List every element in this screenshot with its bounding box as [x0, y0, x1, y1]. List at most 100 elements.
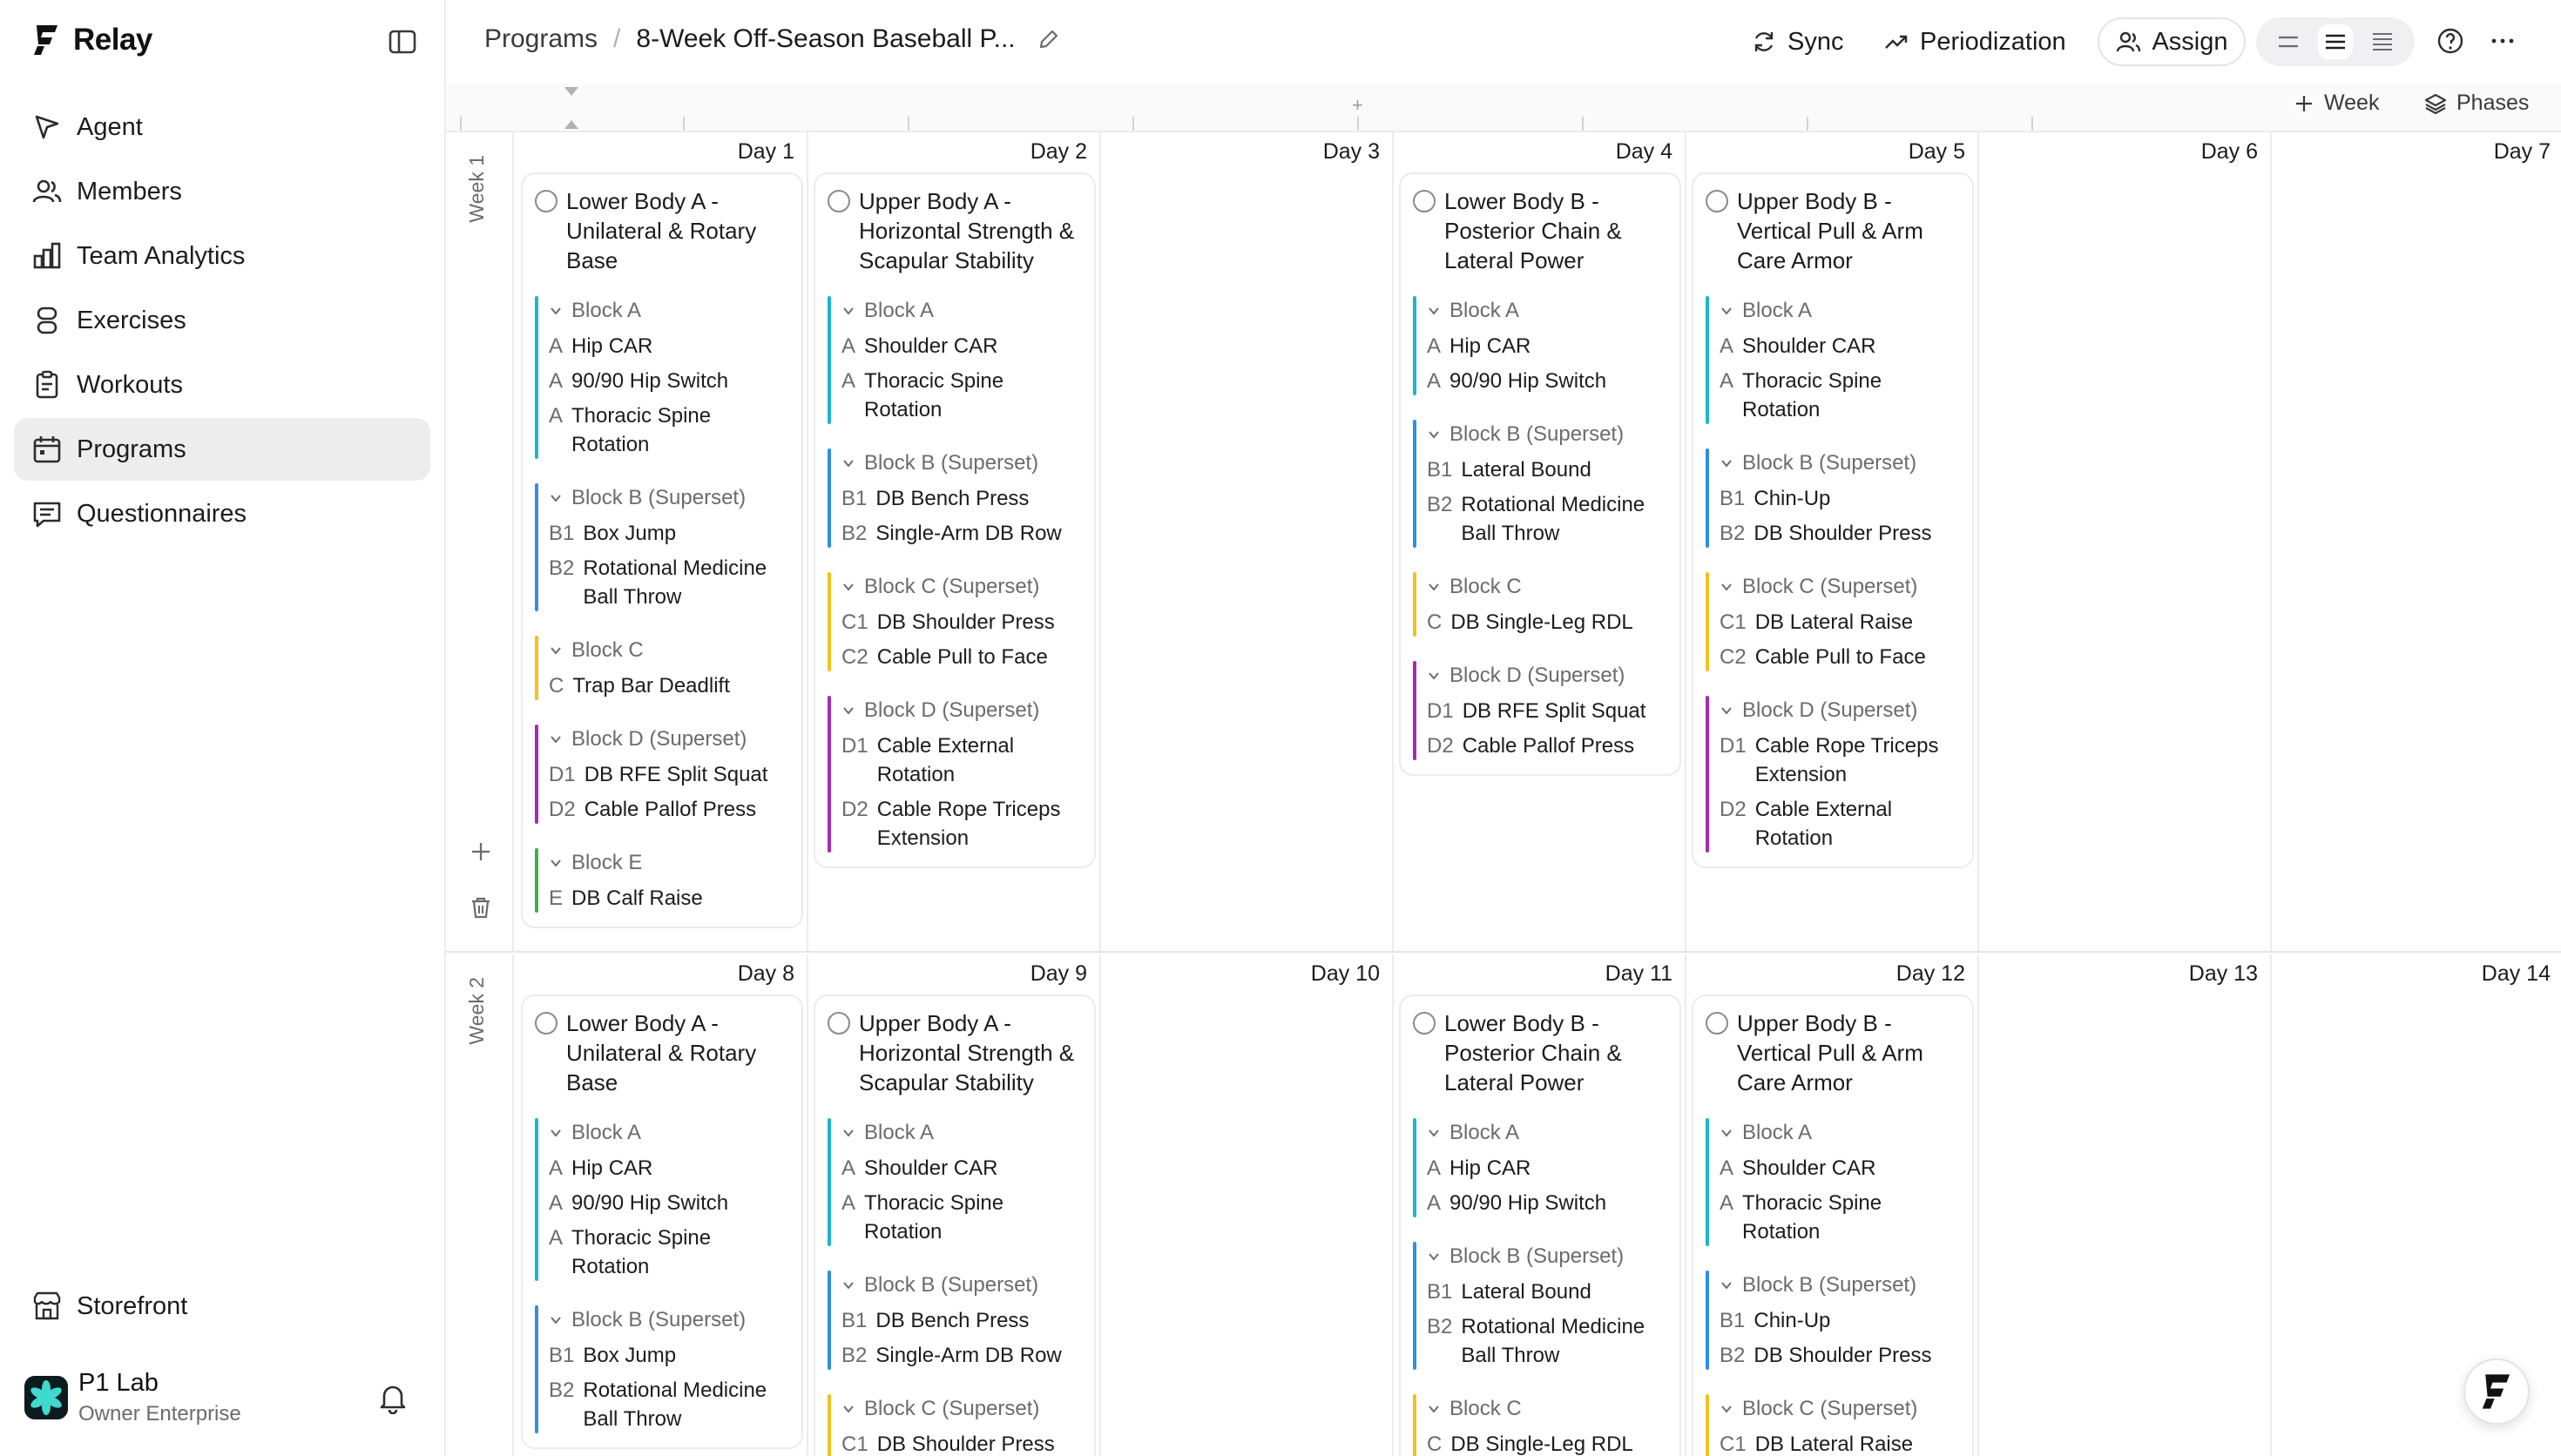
exercise-item[interactable]: A 90/90 Hip Switch — [1427, 367, 1667, 395]
exercise-item[interactable]: D1 Cable Rope Triceps Extension — [1720, 731, 1960, 789]
block-header[interactable]: Block B (Superset) — [549, 1305, 789, 1335]
help-icon[interactable] — [2436, 26, 2465, 56]
day-cell-day-14[interactable]: Day 14 — [2272, 954, 2561, 1456]
block-header[interactable]: Block B (Superset) — [1720, 1271, 1960, 1300]
sync-button[interactable]: Sync — [1751, 21, 1843, 63]
collapse-down-caret-icon[interactable] — [563, 85, 580, 98]
block-header[interactable]: Block A — [549, 296, 789, 326]
day-cell-day-4[interactable]: Day 4 Lower Body B - Posterior Chain & La… — [1394, 132, 1686, 951]
density-expanded-option[interactable] — [2365, 24, 2400, 59]
periodization-button[interactable]: Periodization — [1883, 21, 2066, 63]
block-header[interactable]: Block D (Superset) — [841, 696, 1082, 725]
block-header[interactable]: Block E — [549, 848, 789, 878]
exercise-item[interactable]: B1 Box Jump — [549, 519, 789, 548]
workout-complete-checkbox[interactable] — [1706, 1012, 1728, 1035]
exercise-item[interactable]: A 90/90 Hip Switch — [1427, 1189, 1667, 1217]
block-header[interactable]: Block A — [1427, 1118, 1667, 1148]
workout-complete-checkbox[interactable] — [535, 190, 557, 212]
exercise-item[interactable]: B2 Rotational Medicine Ball Throw — [549, 554, 789, 611]
exercise-item[interactable]: A Shoulder CAR — [1720, 332, 1960, 361]
relay-assistant-button[interactable] — [2463, 1358, 2530, 1425]
day-cell-day-12[interactable]: Day 12 Upper Body B - Vertical Pull & Arm… — [1686, 954, 1979, 1456]
block-header[interactable]: Block A — [841, 296, 1082, 326]
day-cell-day-11[interactable]: Day 11 Lower Body B - Posterior Chain & L… — [1394, 954, 1686, 1456]
sidebar-toggle-icon[interactable] — [387, 26, 418, 57]
workout-complete-checkbox[interactable] — [828, 1012, 850, 1035]
day-cell-day-2[interactable]: Day 2 Upper Body A - Horizontal Strength … — [808, 132, 1101, 951]
exercise-item[interactable]: D2 Cable Pallof Press — [549, 795, 789, 824]
block-header[interactable]: Block C (Superset) — [841, 1394, 1082, 1424]
exercise-item[interactable]: B2 Single-Arm DB Row — [841, 1341, 1082, 1370]
workout-card[interactable]: Upper Body A - Horizontal Strength & Sca… — [814, 172, 1096, 868]
exercise-item[interactable]: B1 Lateral Bound — [1427, 455, 1667, 484]
block-header[interactable]: Block B (Superset) — [1427, 420, 1667, 449]
exercise-item[interactable]: B2 Rotational Medicine Ball Throw — [549, 1376, 789, 1433]
workout-card[interactable]: Upper Body B - Vertical Pull & Arm Care … — [1692, 994, 1974, 1456]
exercise-item[interactable]: B1 DB Bench Press — [841, 484, 1082, 513]
exercise-item[interactable]: A Shoulder CAR — [841, 1154, 1082, 1183]
exercise-item[interactable]: A Thoracic Spine Rotation — [841, 1189, 1082, 1246]
day-cell-day-5[interactable]: Day 5 Upper Body B - Vertical Pull & Arm … — [1686, 132, 1979, 951]
exercise-item[interactable]: A Thoracic Spine Rotation — [1720, 367, 1960, 424]
block-header[interactable]: Block C (Superset) — [1720, 572, 1960, 602]
exercise-item[interactable]: C1 DB Lateral Raise — [1720, 1430, 1960, 1456]
exercise-item[interactable]: A Hip CAR — [1427, 332, 1667, 361]
exercise-item[interactable]: B1 DB Bench Press — [841, 1306, 1082, 1335]
exercise-item[interactable]: C1 DB Lateral Raise — [1720, 608, 1960, 637]
exercise-item[interactable]: C1 DB Shoulder Press — [841, 608, 1082, 637]
block-header[interactable]: Block A — [549, 1118, 789, 1148]
exercise-item[interactable]: A Thoracic Spine Rotation — [549, 401, 789, 459]
day-cell-day-1[interactable]: Day 1 Lower Body A - Unilateral & Rotary … — [516, 132, 808, 951]
sidebar-item-members[interactable]: Members — [14, 160, 430, 223]
exercise-item[interactable]: D1 Cable External Rotation — [841, 731, 1082, 789]
sidebar-item-workouts[interactable]: Workouts — [14, 354, 430, 416]
block-header[interactable]: Block B (Superset) — [549, 483, 789, 513]
pencil-icon[interactable] — [1037, 27, 1061, 51]
workout-complete-checkbox[interactable] — [1413, 1012, 1436, 1035]
density-default-option[interactable] — [2318, 24, 2353, 59]
breadcrumb-programs-link[interactable]: Programs — [484, 24, 598, 53]
exercise-item[interactable]: B1 Chin-Up — [1720, 484, 1960, 513]
exercise-item[interactable]: E DB Calf Raise — [549, 884, 789, 913]
block-header[interactable]: Block B (Superset) — [841, 448, 1082, 478]
sidebar-item-programs[interactable]: Programs — [14, 418, 430, 481]
exercise-item[interactable]: A Hip CAR — [549, 332, 789, 361]
exercise-item[interactable]: B1 Chin-Up — [1720, 1306, 1960, 1335]
exercise-item[interactable]: B2 Single-Arm DB Row — [841, 519, 1082, 548]
block-header[interactable]: Block A — [1720, 1118, 1960, 1148]
block-header[interactable]: Block C — [1427, 1394, 1667, 1424]
exercise-item[interactable]: A Hip CAR — [549, 1154, 789, 1183]
exercise-item[interactable]: D2 Cable Rope Triceps Extension — [841, 795, 1082, 853]
workout-complete-checkbox[interactable] — [1706, 190, 1728, 212]
sidebar-item-team-analytics[interactable]: Team Analytics — [14, 225, 430, 287]
workout-card[interactable]: Lower Body B - Posterior Chain & Lateral… — [1399, 994, 1681, 1456]
exercise-item[interactable]: A Thoracic Spine Rotation — [1720, 1189, 1960, 1246]
block-header[interactable]: Block D (Superset) — [1427, 661, 1667, 691]
workout-complete-checkbox[interactable] — [1413, 190, 1436, 212]
block-header[interactable]: Block C (Superset) — [841, 572, 1082, 602]
exercise-item[interactable]: D1 DB RFE Split Squat — [549, 760, 789, 789]
exercise-item[interactable]: D1 DB RFE Split Squat — [1427, 697, 1667, 725]
block-header[interactable]: Block C — [1427, 572, 1667, 602]
exercise-item[interactable]: B1 Box Jump — [549, 1341, 789, 1370]
block-header[interactable]: Block D (Superset) — [1720, 696, 1960, 725]
workout-complete-checkbox[interactable] — [828, 190, 850, 212]
block-header[interactable]: Block A — [841, 1118, 1082, 1148]
block-header[interactable]: Block B (Superset) — [841, 1271, 1082, 1300]
exercise-item[interactable]: A Shoulder CAR — [841, 332, 1082, 361]
exercise-item[interactable]: B1 Lateral Bound — [1427, 1277, 1667, 1306]
exercise-item[interactable]: B2 DB Shoulder Press — [1720, 519, 1960, 548]
add-week-button[interactable]: Week — [2293, 91, 2379, 116]
exercise-item[interactable]: C2 Cable Pull to Face — [1720, 643, 1960, 671]
exercise-item[interactable]: D2 Cable Pallof Press — [1427, 731, 1667, 760]
exercise-item[interactable]: C1 DB Shoulder Press — [841, 1430, 1082, 1456]
block-header[interactable]: Block A — [1427, 296, 1667, 326]
day-cell-day-9[interactable]: Day 9 Upper Body A - Horizontal Strength … — [808, 954, 1101, 1456]
workout-card[interactable]: Upper Body B - Vertical Pull & Arm Care … — [1692, 172, 1974, 868]
sidebar-item-exercises[interactable]: Exercises — [14, 289, 430, 352]
exercise-item[interactable]: B2 Rotational Medicine Ball Throw — [1427, 1312, 1667, 1370]
workout-card[interactable]: Lower Body A - Unilateral & Rotary Base B… — [521, 994, 803, 1449]
density-compact-option[interactable] — [2271, 24, 2306, 59]
trash-icon[interactable] — [469, 895, 493, 920]
exercise-item[interactable]: A Hip CAR — [1427, 1154, 1667, 1183]
